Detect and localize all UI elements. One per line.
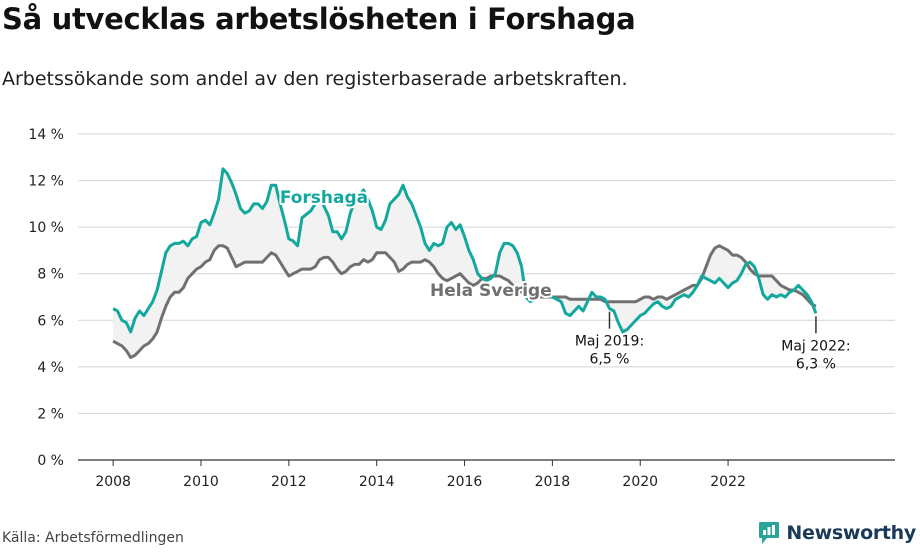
chart-title: Så utvecklas arbetslösheten i Forshaga bbox=[2, 2, 636, 36]
logo-text: Newsworthy bbox=[786, 522, 916, 544]
annotation-value: 6,3 % bbox=[796, 356, 836, 372]
difference-area bbox=[113, 168, 816, 358]
x-tick-label: 2010 bbox=[183, 474, 219, 490]
annotation-label: Maj 2019: bbox=[575, 334, 644, 350]
x-tick-label: 2016 bbox=[447, 474, 483, 490]
y-tick-label: 14 % bbox=[28, 127, 64, 143]
x-tick-label: 2020 bbox=[622, 474, 658, 490]
grid-layer: 0 % 2 % 4 % 6 % 8 % 10 % 12 % 14 % 2008 2010 2012 2… bbox=[28, 127, 895, 490]
y-tick-label: 8 % bbox=[37, 267, 64, 283]
series-label-halo: Forshaga bbox=[280, 188, 368, 208]
x-tick-label: 2012 bbox=[271, 474, 307, 490]
newsworthy-logo[interactable]: Newsworthy bbox=[758, 520, 916, 546]
annotation-label: Maj 2022: bbox=[781, 338, 850, 354]
y-tick-label: 4 % bbox=[37, 360, 64, 376]
x-tick-label: 2014 bbox=[359, 474, 395, 490]
series-label-halo: Hela Sverige bbox=[430, 281, 552, 301]
series-line-forshaga bbox=[112, 167, 818, 334]
series-label: Hela Sverige bbox=[430, 281, 552, 301]
y-tick-label: 6 % bbox=[37, 313, 64, 329]
difference-band bbox=[113, 168, 816, 358]
series-layer bbox=[112, 167, 818, 359]
y-tick-label: 12 % bbox=[28, 174, 64, 190]
x-tick-label: 2022 bbox=[710, 474, 746, 490]
source-note: Källa: Arbetsförmedlingen bbox=[2, 530, 184, 546]
y-tick-label: 0 % bbox=[37, 453, 64, 469]
newsworthy-icon bbox=[759, 522, 780, 544]
series-label: Forshaga bbox=[280, 188, 368, 208]
x-tick-label: 2018 bbox=[535, 474, 571, 490]
annotation-value: 6,5 % bbox=[589, 352, 629, 368]
y-tick-label: 2 % bbox=[37, 406, 64, 422]
y-tick-label: 10 % bbox=[28, 220, 64, 236]
chart-subtitle: Arbetssökande som andel av den registerb… bbox=[2, 68, 628, 90]
x-tick-label: 2008 bbox=[95, 474, 131, 490]
